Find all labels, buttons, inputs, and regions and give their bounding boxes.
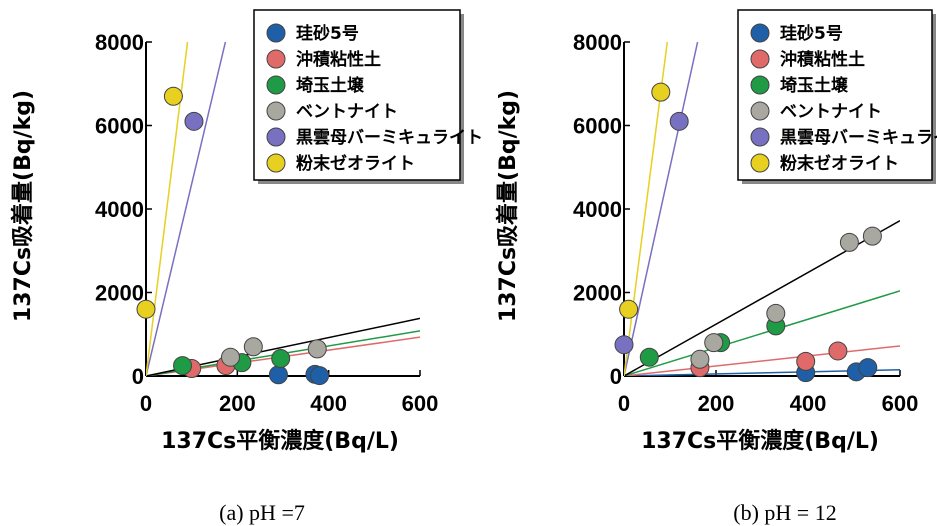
data-point-series-3 <box>271 348 291 368</box>
legend-marker-6 <box>750 153 770 173</box>
fit-line-3 <box>624 290 900 376</box>
x-axis-label: 137Cs平衡濃度(Bq/L) <box>641 428 879 454</box>
y-tick-label: 6000 <box>573 114 622 139</box>
data-point-series-5 <box>669 111 689 131</box>
legend-label-2: 沖積粘性土 <box>780 49 865 70</box>
data-point-series-6 <box>619 299 639 319</box>
chart-caption: (b) pH = 12 <box>733 500 836 525</box>
y-tick-label: 0 <box>610 364 622 389</box>
legend-marker-4 <box>750 101 770 121</box>
legend-marker-5 <box>750 127 770 147</box>
legend-box <box>253 9 461 181</box>
data-point-series-4 <box>690 349 710 369</box>
y-tick-label: 0 <box>132 364 144 389</box>
chart-panel-2: 0 2000 4000 6000 8000 0 200 400 600137Cs平衡濃度(Bq/… <box>495 9 937 525</box>
x-tick-label: 200 <box>219 391 256 416</box>
data-point-series-2 <box>828 341 848 361</box>
legend-label-6: 粉末ゼオライト <box>296 153 415 174</box>
data-point-series-4 <box>307 339 327 359</box>
legend-label-5: 黒雲母バーミキュライト <box>780 128 937 148</box>
data-point-series-3 <box>639 347 659 367</box>
data-point-series-1 <box>310 366 330 386</box>
legend-label-1: 珪砂5号 <box>780 23 843 44</box>
x-tick-label: 0 <box>140 391 152 416</box>
data-point-series-3 <box>173 356 193 376</box>
data-point-series-4 <box>766 303 786 323</box>
legend-marker-3 <box>750 75 770 95</box>
y-tick-label: 8000 <box>95 30 144 55</box>
y-tick-label: 6000 <box>95 114 144 139</box>
legend-label-6: 粉末ゼオライト <box>780 153 899 174</box>
fit-line-2 <box>624 345 900 376</box>
x-tick-label: 600 <box>882 391 919 416</box>
x-tick-label: 200 <box>698 391 735 416</box>
data-point-series-6 <box>163 86 183 106</box>
fit-line-5 <box>146 42 227 376</box>
legend-label-5: 黒雲母バーミキュライト <box>296 128 483 148</box>
legend-label-2: 沖積粘性土 <box>296 49 381 70</box>
legend-label-1: 珪砂5号 <box>296 23 359 44</box>
chart-caption: (a) pH =7 <box>219 500 305 525</box>
legend-marker-2 <box>750 49 770 69</box>
legend-label-4: ベントナイト <box>780 102 882 122</box>
x-tick-label: 600 <box>402 391 439 416</box>
data-point-series-1 <box>268 365 288 385</box>
data-point-series-4 <box>704 333 724 353</box>
legend-box <box>737 9 933 181</box>
y-tick-label: 2000 <box>95 281 144 306</box>
chart-panel-1: 0 2000 4000 6000 8000 0 200 400 600137Cs平衡濃度(Bq/… <box>10 9 483 525</box>
data-point-series-4 <box>220 347 240 367</box>
legend-marker-3 <box>266 75 286 95</box>
data-point-series-4 <box>839 232 859 252</box>
legend-marker-1 <box>266 23 286 43</box>
y-tick-label: 2000 <box>573 281 622 306</box>
legend-marker-5 <box>266 127 286 147</box>
x-tick-label: 400 <box>790 391 827 416</box>
data-point-series-2 <box>796 351 816 371</box>
y-tick-label: 8000 <box>573 30 622 55</box>
x-tick-label: 0 <box>618 391 630 416</box>
data-point-series-5 <box>184 111 204 131</box>
legend-label-3: 埼玉土壌 <box>780 75 849 96</box>
y-axis-label: 137Cs吸着量(Bq/kg) <box>495 90 521 322</box>
legend-label-3: 埼玉土壌 <box>296 75 365 96</box>
legend-marker-1 <box>750 23 770 43</box>
legend-marker-2 <box>266 49 286 69</box>
data-point-series-4 <box>862 226 882 246</box>
y-tick-label: 4000 <box>573 197 622 222</box>
data-point-series-6 <box>136 299 156 319</box>
y-axis-label: 137Cs吸着量(Bq/kg) <box>10 90 36 322</box>
fit-line-5 <box>624 42 699 376</box>
y-tick-label: 4000 <box>95 197 144 222</box>
data-point-series-5 <box>614 335 634 355</box>
x-tick-label: 400 <box>310 391 347 416</box>
data-point-series-1 <box>858 358 878 378</box>
legend-label-4: ベントナイト <box>296 102 398 122</box>
legend-marker-6 <box>266 153 286 173</box>
x-axis-label: 137Cs平衡濃度(Bq/L) <box>161 428 399 454</box>
data-point-series-6 <box>651 82 671 102</box>
data-point-series-4 <box>243 337 263 357</box>
legend-marker-4 <box>266 101 286 121</box>
